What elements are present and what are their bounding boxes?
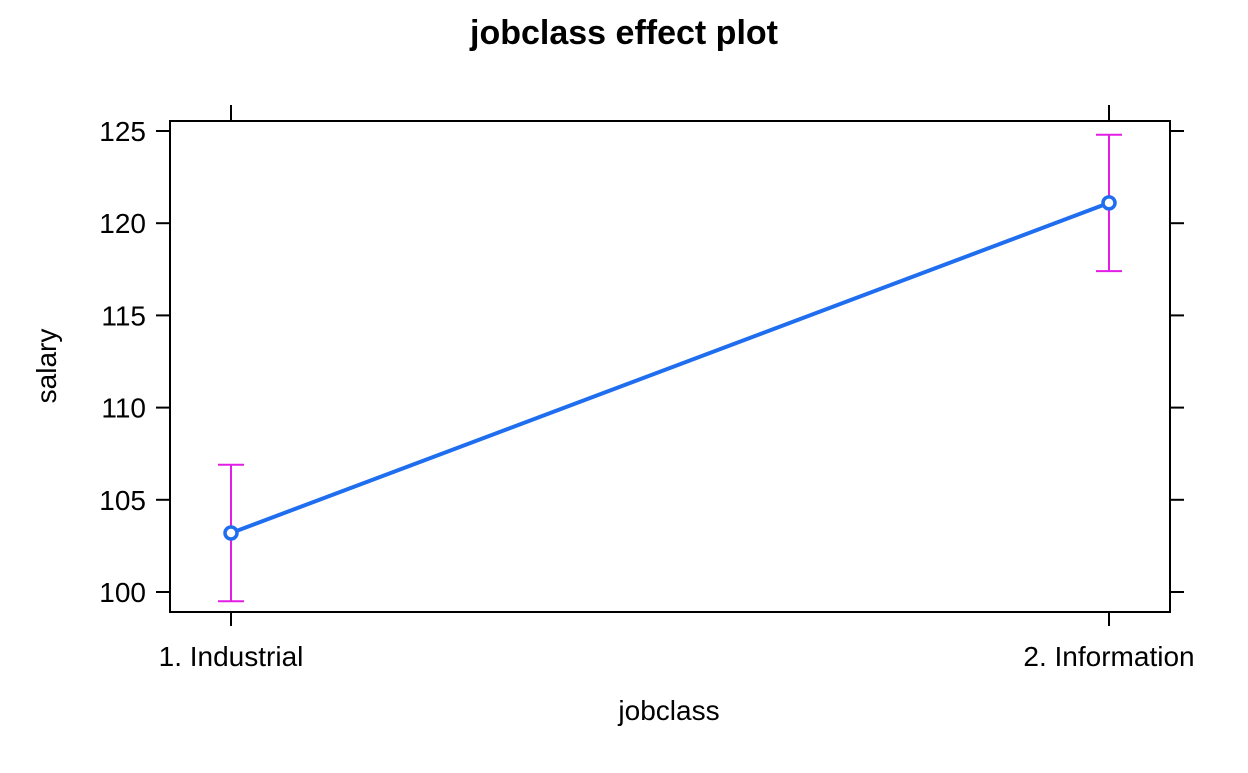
data-point (223, 525, 239, 541)
chart-title: jobclass effect plot (469, 14, 778, 52)
y-tick-label: 115 (101, 300, 146, 331)
plot-frame (169, 120, 1171, 613)
x-tick-label: 2. Information (1023, 641, 1194, 672)
x-axis-label: jobclass (617, 695, 719, 726)
y-tick-label: 120 (99, 208, 146, 239)
data-point (1101, 195, 1117, 211)
x-tick-label: 1. Industrial (159, 641, 304, 672)
plot-area: 100 105 110 115 120 125 1. Industrial 2. Inform… (99, 105, 1195, 672)
y-axis-label: salary (31, 329, 62, 404)
y-tick-label: 125 (99, 116, 146, 147)
y-tick-label: 100 (99, 577, 146, 608)
series-line (230, 201, 1110, 535)
y-tick-label: 110 (101, 393, 146, 424)
y-tick-label: 105 (99, 485, 146, 516)
